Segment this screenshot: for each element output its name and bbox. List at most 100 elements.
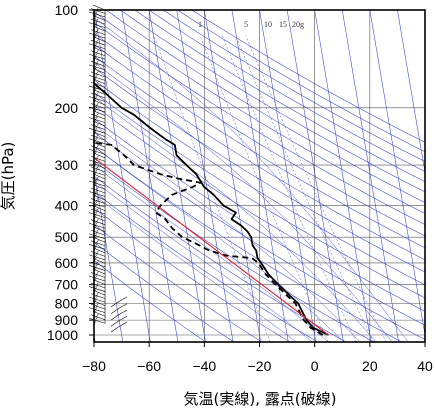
wind-barb-feather — [94, 253, 98, 259]
dry-adiabat-line — [94, 11, 425, 214]
dry-adiabat-line — [94, 207, 290, 342]
wind-barb — [92, 142, 106, 148]
wind-barb-feather — [94, 53, 98, 58]
mixing-ratio-label: 15 — [279, 20, 287, 29]
wind-barb-feather — [95, 282, 99, 287]
x-tick-label: 20 — [362, 358, 378, 374]
wind-barb — [88, 117, 106, 123]
wind-barb-feather — [94, 11, 98, 16]
wind-barb-feather — [94, 169, 98, 175]
dry-adiabat-line — [105, 10, 425, 203]
wind-barb-feather — [95, 49, 99, 55]
wind-barb — [88, 180, 106, 187]
wind-barb-feather — [94, 285, 98, 291]
moist-adiabat-line — [94, 124, 361, 342]
wind-barb — [92, 57, 106, 64]
wind-barb — [92, 15, 106, 21]
wind-barb-feather — [94, 95, 98, 101]
wind-barb — [88, 286, 106, 292]
dry-adiabat-line — [94, 104, 425, 312]
wind-barb — [88, 64, 106, 71]
wind-barb-feather — [94, 42, 98, 48]
wind-barb-feather — [94, 306, 98, 312]
wind-barb-feather — [94, 127, 98, 132]
wind-barb — [92, 163, 106, 169]
low-level-wind-vector — [110, 309, 128, 321]
y-tick-label: 900 — [55, 312, 79, 328]
mixing-ratio-line — [153, 35, 271, 342]
wind-barb — [92, 89, 106, 95]
wind-barb — [92, 46, 106, 53]
mixing-ratio-label: 5 — [244, 20, 248, 29]
wind-barb-feather — [94, 32, 98, 37]
wind-barb — [92, 279, 106, 285]
isotherm-line — [314, 10, 372, 342]
wind-barb — [92, 310, 106, 317]
wind-barb — [92, 184, 106, 190]
wind-barb — [88, 22, 106, 28]
wind-barb-feather — [95, 92, 99, 97]
wind-barb — [92, 194, 106, 201]
wind-barb-feather — [95, 70, 99, 76]
x-axis-title: 気温(実線), 露点(破線) — [184, 390, 337, 408]
dry-adiabat-line — [94, 224, 262, 342]
wind-barb-feather — [95, 250, 99, 255]
y-tick-label: 1000 — [47, 327, 78, 343]
dry-adiabat-line — [177, 10, 425, 153]
dry-adiabat-line — [94, 92, 425, 299]
wind-barb-feather — [94, 21, 98, 27]
wind-barb — [92, 152, 106, 159]
wind-barb — [88, 54, 106, 60]
wind-barb-feather — [95, 187, 99, 192]
wind-barb — [92, 36, 106, 42]
wind-barb — [92, 110, 106, 116]
mixing-ratio-line — [245, 35, 387, 342]
isotherm-line — [369, 10, 425, 337]
low-level-wind-vector — [110, 321, 128, 333]
isotherm-line — [397, 10, 425, 175]
wind-barb-feather — [95, 165, 99, 171]
wind-barb-feather — [94, 296, 98, 301]
x-tick-label: −80 — [82, 358, 106, 374]
wind-barb-feather — [95, 229, 99, 234]
parcel-line — [94, 157, 329, 336]
dry-adiabat-line — [94, 79, 425, 286]
wind-barb — [92, 25, 106, 32]
wind-barb-feather — [95, 18, 99, 23]
dry-adiabat-line — [94, 67, 425, 273]
wind-barb — [92, 237, 106, 243]
wind-barb-feather — [95, 102, 99, 108]
dry-adiabat-line — [94, 55, 425, 261]
moist-adiabat-line — [94, 96, 377, 342]
y-tick-label: 700 — [55, 277, 79, 293]
profile-layer — [94, 81, 329, 336]
wind-barb-feather — [95, 60, 99, 65]
wind-barb — [88, 317, 106, 324]
wind-barb — [88, 307, 106, 313]
x-tick-label: −40 — [192, 358, 216, 374]
wind-barb-feather — [95, 28, 99, 34]
y-axis-title: 気圧(hPa) — [0, 142, 17, 211]
wind-barb-feather — [94, 190, 98, 196]
isotherm-line — [204, 10, 261, 342]
wind-barb-feather — [95, 134, 99, 139]
mixing-ratio-line — [235, 35, 374, 342]
dry-adiabat-line — [148, 10, 425, 172]
wind-barb — [88, 233, 106, 240]
wind-barb-feather — [94, 211, 98, 217]
wind-barb — [88, 43, 106, 49]
wind-barb-feather — [95, 313, 99, 319]
dry-adiabat-line — [94, 191, 318, 342]
wind-barb — [88, 191, 106, 197]
wind-barb — [92, 205, 106, 211]
wind-barb — [88, 265, 106, 271]
grid-layer — [93, 10, 426, 342]
dry-adiabat-line — [94, 259, 206, 342]
mixing-ratio-labels: 1 5 10 15 20g — [198, 20, 304, 29]
wind-barb-feather — [95, 208, 99, 213]
dry-adiabat-line — [134, 10, 425, 182]
tick-labels: −80 −60 −40 −20 0 20 40 100 200 300 400 500 600 700 80… — [47, 2, 433, 374]
mixing-ratio-label: 20g — [292, 20, 304, 29]
wind-barb-feather — [95, 271, 99, 277]
x-tick-label: 40 — [417, 358, 433, 374]
